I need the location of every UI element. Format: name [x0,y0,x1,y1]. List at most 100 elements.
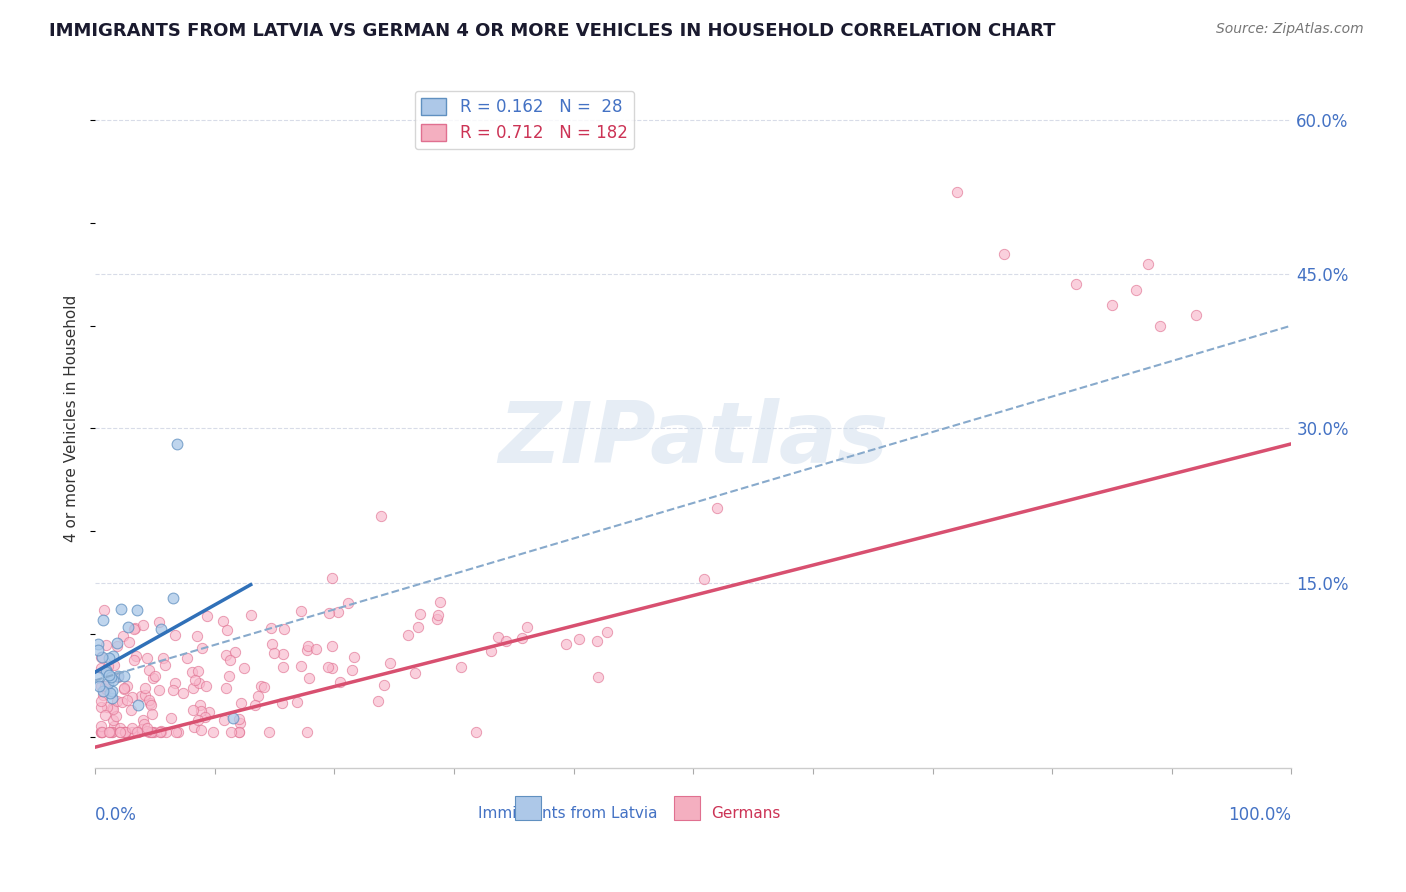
Point [89,679,111,693]
Point [91,684,114,698]
Point [98,668,121,682]
Point [260,637,283,651]
Point [290,659,312,673]
Point [110,724,132,739]
Point [103,719,125,733]
Point [165,724,187,739]
Point [131,722,153,736]
Point [249,679,271,693]
Point [90,718,112,732]
Point [945,185,967,199]
Point [295,643,318,657]
Point [197,705,219,719]
Point [142,671,165,685]
Point [295,724,318,739]
Point [118,635,141,649]
Point [124,622,146,636]
Point [167,724,190,739]
Point [136,723,159,738]
Point [287,696,309,710]
Point [86,642,108,657]
Point [165,628,187,642]
Point [486,630,509,644]
Point [112,681,135,695]
Point [143,724,166,739]
Point [90,650,112,665]
Text: Immigrants from Latvia: Immigrants from Latvia [478,806,658,822]
Point [229,715,252,730]
Point [321,661,343,675]
Point [180,665,202,679]
Point [271,660,294,674]
Point [96,682,118,697]
Point [86,637,108,651]
Point [1184,308,1206,322]
Point [426,612,449,626]
Point [135,721,157,735]
Point [101,700,124,714]
Point [141,698,163,713]
Point [112,682,135,697]
Point [337,596,360,610]
Point [148,682,170,697]
Text: Source: ZipAtlas.com: Source: ZipAtlas.com [1216,22,1364,37]
Point [93,603,115,617]
Point [495,634,517,648]
Point [555,637,578,651]
Point [98,724,121,739]
Point [516,619,538,633]
Point [166,437,188,451]
Point [181,681,204,695]
Point [378,657,401,671]
Point [271,696,294,710]
Point [217,623,239,637]
Point [222,711,245,725]
Point [111,695,134,709]
Point [101,684,124,698]
Text: 0.0%: 0.0% [96,806,136,824]
Text: ZIPatlas: ZIPatlas [498,398,889,481]
Point [232,661,254,675]
Point [127,724,149,739]
Point [184,673,207,687]
Point [197,608,219,623]
Point [228,724,250,739]
Point [121,690,143,704]
Point [124,621,146,635]
Point [96,700,118,714]
Point [202,724,225,739]
Point [127,698,149,713]
Point [450,660,472,674]
Point [188,698,211,712]
Point [107,669,129,683]
Point [91,613,114,627]
Point [160,711,183,725]
Point [993,246,1015,260]
Point [129,690,152,704]
Point [134,717,156,731]
Point [152,650,174,665]
Point [510,631,533,645]
Point [138,663,160,677]
Point [190,704,212,718]
Point [107,670,129,684]
Point [90,724,112,739]
Point [183,720,205,734]
Point [187,713,209,727]
Point [340,663,363,677]
Point [1136,257,1159,271]
Point [229,696,252,710]
Point [120,702,142,716]
Point [90,700,112,714]
Point [101,713,124,727]
Point [245,698,267,712]
Legend: R = 0.162   N =  28, R = 0.712   N = 182: R = 0.162 N = 28, R = 0.712 N = 182 [415,91,634,149]
Point [114,724,136,739]
Point [134,689,156,703]
Point [90,694,112,708]
Point [367,694,389,708]
Point [219,653,242,667]
Point [100,724,122,739]
Point [114,724,136,739]
Point [139,697,162,711]
